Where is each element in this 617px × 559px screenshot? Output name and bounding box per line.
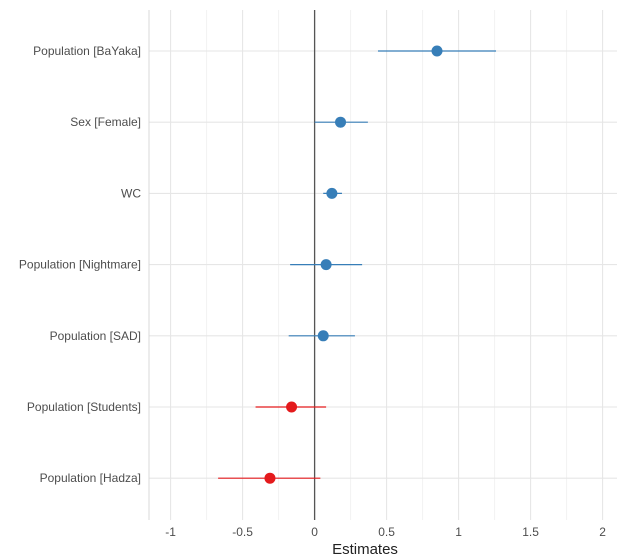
- estimate-points: [264, 45, 443, 484]
- estimate-point: [326, 187, 338, 199]
- y-axis-label: Sex [Female]: [70, 115, 141, 129]
- y-axis-labels: Population [BaYaka] Sex [Female] WC Populat…: [19, 44, 141, 485]
- x-tick-label: 1.5: [522, 525, 539, 539]
- estimate-point: [286, 401, 298, 413]
- estimate-point: [320, 259, 332, 271]
- y-axis-label: Population [SAD]: [50, 329, 141, 343]
- x-tick-label: 2: [599, 525, 606, 539]
- estimate-point: [335, 116, 347, 128]
- x-tick-label: -1: [165, 525, 176, 539]
- y-axis-label: Population [BaYaka]: [33, 44, 141, 58]
- grid-lines: [148, 10, 617, 520]
- estimate-point: [264, 472, 276, 484]
- y-axis-label: Population [Students]: [27, 400, 141, 414]
- x-axis-title: Estimates: [332, 541, 398, 558]
- y-axis-label: WC: [121, 186, 141, 200]
- x-tick-label: 0.5: [378, 525, 395, 539]
- x-axis-ticks: -1 -0.5 0 0.5 1 1.5 2: [165, 525, 606, 539]
- x-tick-label: 1: [455, 525, 462, 539]
- x-tick-label: 0: [311, 525, 318, 539]
- x-tick-label: -0.5: [232, 525, 253, 539]
- estimate-point: [317, 330, 329, 342]
- y-axis-label: Population [Nightmare]: [19, 258, 141, 272]
- estimate-point: [431, 45, 443, 57]
- y-axis-label: Population [Hadza]: [40, 471, 141, 485]
